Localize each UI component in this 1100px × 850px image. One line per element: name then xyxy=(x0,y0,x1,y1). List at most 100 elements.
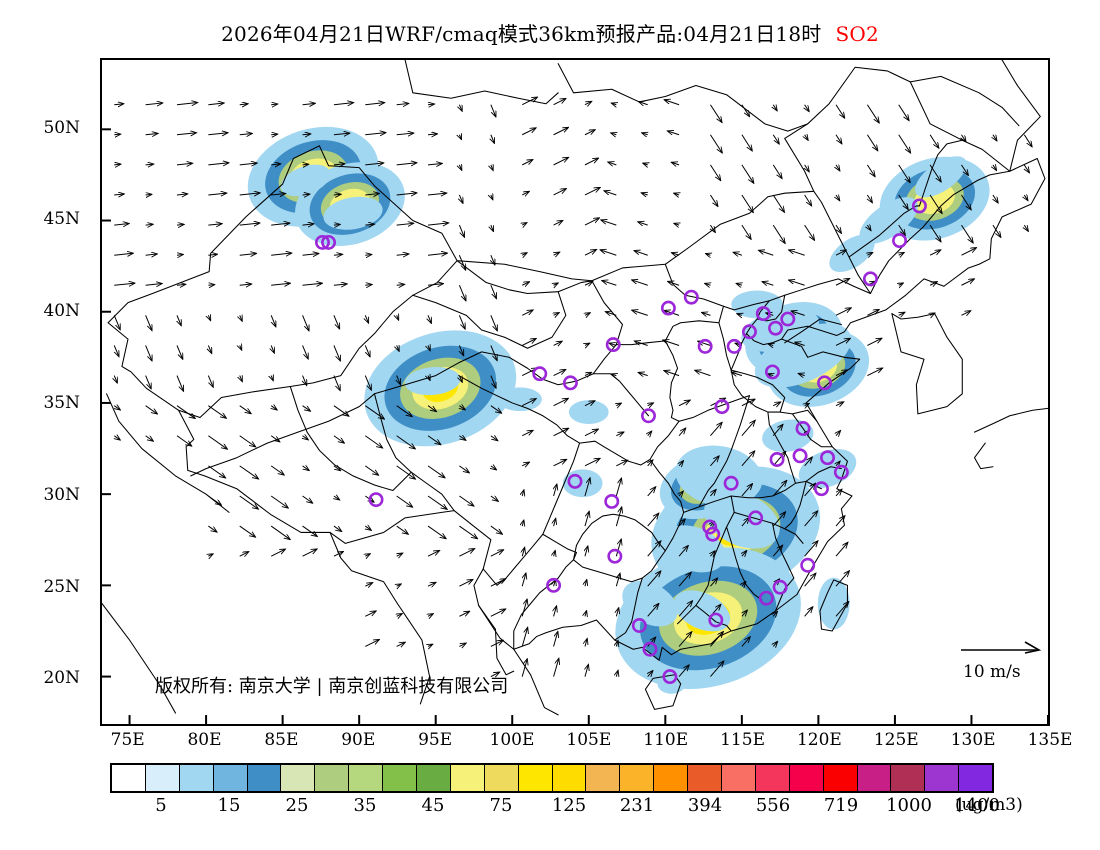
city-marker[interactable] xyxy=(702,519,718,535)
city-marker[interactable] xyxy=(769,452,785,467)
boundary-polyline xyxy=(644,674,682,710)
city-marker[interactable] xyxy=(813,481,829,497)
wind-vector xyxy=(208,435,227,449)
city-marker[interactable] xyxy=(741,324,757,340)
city-marker[interactable] xyxy=(368,492,384,508)
city-marker[interactable] xyxy=(607,548,623,564)
city-marker[interactable] xyxy=(800,557,816,573)
city-marker[interactable] xyxy=(723,475,739,491)
city-marker[interactable] xyxy=(641,408,656,424)
city-marker[interactable] xyxy=(321,234,337,250)
wind-vector xyxy=(302,254,319,256)
wind-vector xyxy=(553,221,563,226)
colorbar-cell[interactable] xyxy=(383,765,418,791)
wind-vector xyxy=(113,345,119,356)
wind-vector xyxy=(114,224,129,226)
city-marker[interactable] xyxy=(726,338,742,354)
x-tick-label: 105E xyxy=(566,730,612,750)
wind-vector xyxy=(867,338,881,346)
wind-vector xyxy=(553,459,567,467)
city-marker-layer xyxy=(314,198,927,685)
map-plot-area[interactable] xyxy=(100,58,1050,726)
city-marker[interactable] xyxy=(642,641,658,657)
boundary-polyline xyxy=(726,526,763,601)
colorbar-cell[interactable] xyxy=(450,765,485,791)
city-marker[interactable] xyxy=(605,337,621,353)
colorbar-cell[interactable] xyxy=(247,765,282,791)
wind-vector xyxy=(490,104,496,117)
colorbar-cell[interactable] xyxy=(179,765,214,791)
wind-vector xyxy=(961,194,971,210)
colorbar-cell[interactable] xyxy=(281,765,316,791)
city-marker[interactable] xyxy=(764,364,780,380)
colorbar-cell[interactable] xyxy=(925,765,960,791)
wind-vector xyxy=(772,224,785,243)
colorbar-cell[interactable] xyxy=(586,765,621,791)
wind-vector xyxy=(364,345,370,356)
city-marker[interactable] xyxy=(546,577,562,593)
colorbar-cell[interactable] xyxy=(620,765,655,791)
city-marker[interactable] xyxy=(604,493,620,509)
colorbar-cell[interactable] xyxy=(349,765,384,791)
city-marker[interactable] xyxy=(862,271,878,287)
colorbar-cell[interactable] xyxy=(112,765,146,791)
colorbar-tick-label: 1400 xyxy=(954,795,1000,816)
city-marker[interactable] xyxy=(660,300,676,316)
wind-vector xyxy=(333,103,353,105)
colorbar-cell[interactable] xyxy=(484,765,519,791)
city-marker[interactable] xyxy=(780,311,796,327)
wind-vector xyxy=(365,554,370,556)
colorbar-cell[interactable] xyxy=(891,765,926,791)
city-marker[interactable] xyxy=(892,233,907,249)
colorbar[interactable] xyxy=(110,763,994,793)
city-marker[interactable] xyxy=(758,590,774,606)
x-tick-label: 125E xyxy=(873,730,919,750)
wind-vector xyxy=(239,223,260,225)
colorbar-cell[interactable] xyxy=(518,765,553,791)
city-marker[interactable] xyxy=(662,669,678,685)
city-marker[interactable] xyxy=(833,464,849,480)
city-marker[interactable] xyxy=(768,320,784,336)
city-marker[interactable] xyxy=(532,366,548,382)
city-marker[interactable] xyxy=(631,618,647,633)
wind-vector xyxy=(668,282,680,286)
city-marker[interactable] xyxy=(911,198,927,214)
city-marker[interactable] xyxy=(714,399,730,415)
copyright-notice: 版权所有: 南京大学 | 南京创蓝科技有限公司 xyxy=(155,676,509,697)
wind-vector xyxy=(710,134,722,153)
colorbar-cell[interactable] xyxy=(722,765,756,791)
colorbar-cell[interactable] xyxy=(789,765,824,791)
city-marker[interactable] xyxy=(772,579,788,595)
colorbar-cell[interactable] xyxy=(552,765,587,791)
colorbar-cell[interactable] xyxy=(959,765,993,791)
city-marker[interactable] xyxy=(795,421,811,436)
colorbar-cell[interactable] xyxy=(315,765,350,791)
city-marker[interactable] xyxy=(314,234,330,250)
colorbar-cell[interactable] xyxy=(823,765,858,791)
colorbar-cell[interactable] xyxy=(755,765,790,791)
colorbar-cell[interactable] xyxy=(857,765,892,791)
city-marker[interactable] xyxy=(562,375,578,391)
city-marker[interactable] xyxy=(697,338,713,354)
colorbar-tick-label: 125 xyxy=(551,795,587,816)
wind-vector xyxy=(615,573,620,587)
city-marker[interactable] xyxy=(567,473,583,489)
colorbar-cell[interactable] xyxy=(654,765,689,791)
city-marker[interactable] xyxy=(817,375,833,391)
colorbar-cell[interactable] xyxy=(213,765,248,791)
wind-vector xyxy=(710,224,715,232)
wind-vector xyxy=(638,373,648,376)
wind-vector xyxy=(145,103,163,105)
city-marker[interactable] xyxy=(755,306,771,322)
city-marker[interactable] xyxy=(820,450,836,466)
colorbar-cell[interactable] xyxy=(688,765,723,791)
city-marker[interactable] xyxy=(683,289,699,305)
city-marker[interactable] xyxy=(708,612,724,628)
city-marker[interactable] xyxy=(748,510,764,526)
wind-vector xyxy=(867,225,870,230)
city-marker[interactable] xyxy=(705,526,721,542)
city-marker[interactable] xyxy=(792,448,808,464)
wind-vector xyxy=(772,481,786,497)
colorbar-cell[interactable] xyxy=(145,765,180,791)
colorbar-cell[interactable] xyxy=(417,765,451,791)
